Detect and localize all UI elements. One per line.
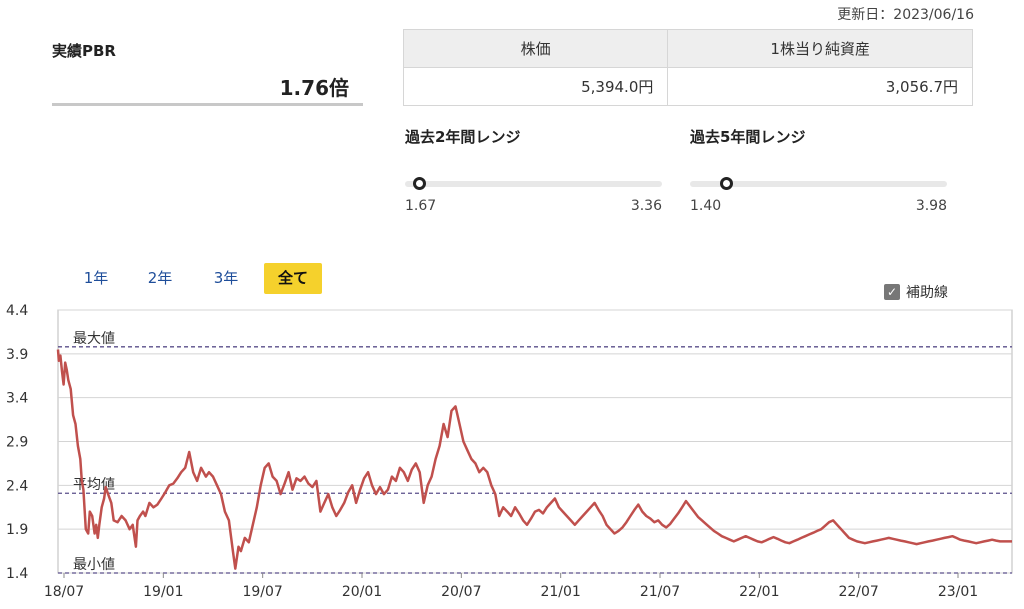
x-tick-label: 19/01 <box>143 584 183 600</box>
price-header: 株価 <box>402 29 669 68</box>
range-5y: 過去5年間レンジ 1.40 3.98 <box>690 126 947 214</box>
x-tick-label: 22/07 <box>838 584 878 600</box>
range-2y-title: 過去2年間レンジ <box>405 128 521 146</box>
bps-value: 3,056.7円 <box>667 67 973 106</box>
reference-line-label: 最小値 <box>73 557 115 573</box>
x-tick-label: 20/01 <box>342 584 382 600</box>
chart-x-ticks: 18/07 19/01 19/07 20/01 20/07 21/01 21/07 22/01… <box>44 573 978 600</box>
stats-table: 株価 1株当り純資産 5,394.0円 3,056.7円 <box>402 29 973 106</box>
y-tick-label: 3.9 <box>6 347 28 363</box>
x-tick-label: 19/07 <box>242 584 282 600</box>
updated-date: 更新日：2023/06/16 <box>837 7 974 23</box>
y-tick-label: 2.9 <box>6 435 28 451</box>
bps-header: 1株当り純資産 <box>667 29 973 68</box>
tab-3y[interactable]: 3年 <box>213 269 239 287</box>
pbr-label: 実績PBR <box>52 42 116 60</box>
range-2y: 過去2年間レンジ 1.67 3.36 <box>405 126 662 214</box>
pbr-summary: 実績PBR 1.76倍 <box>52 34 363 106</box>
range-5y-track <box>690 181 947 187</box>
x-tick-label: 21/07 <box>640 584 680 600</box>
reference-line-label: 最大値 <box>73 331 115 347</box>
pbr-series-line <box>56 349 1012 570</box>
x-tick-label: 20/07 <box>441 584 481 600</box>
chart-y-ticks: 4.4 3.9 3.4 2.9 2.4 1.9 1.4 <box>6 303 28 582</box>
price-value: 5,394.0円 <box>402 67 669 106</box>
x-tick-label: 18/07 <box>44 584 84 600</box>
range-5y-knob <box>719 177 733 190</box>
pbr-value: 1.76倍 <box>279 76 349 100</box>
range-5y-title: 過去5年間レンジ <box>690 128 806 146</box>
x-tick-label: 23/01 <box>938 584 978 600</box>
range-5y-min: 1.40 <box>690 198 722 214</box>
reference-line-label: 平均値 <box>73 477 115 493</box>
aux-line-label: 補助線 <box>906 285 948 301</box>
range-2y-track <box>405 181 662 187</box>
chart-grid <box>57 309 1013 574</box>
range-2y-knob <box>412 177 426 190</box>
y-tick-label: 3.4 <box>6 391 28 407</box>
x-tick-label: 22/01 <box>739 584 779 600</box>
x-tick-label: 21/01 <box>540 584 580 600</box>
y-tick-label: 4.4 <box>6 303 28 319</box>
range-2y-min: 1.67 <box>405 198 437 214</box>
y-tick-label: 1.9 <box>6 522 28 538</box>
range-5y-max: 3.98 <box>915 198 947 214</box>
y-tick-label: 2.4 <box>6 478 28 494</box>
tab-all[interactable]: 全て <box>264 263 322 294</box>
tab-2y[interactable]: 2年 <box>147 269 173 287</box>
aux-line-toggle[interactable]: ✓ 補助線 <box>884 282 948 302</box>
range-2y-max: 3.36 <box>630 198 662 214</box>
tab-1y[interactable]: 1年 <box>83 269 109 287</box>
checkmark-icon[interactable]: ✓ <box>884 284 900 300</box>
y-tick-label: 1.4 <box>6 566 28 582</box>
